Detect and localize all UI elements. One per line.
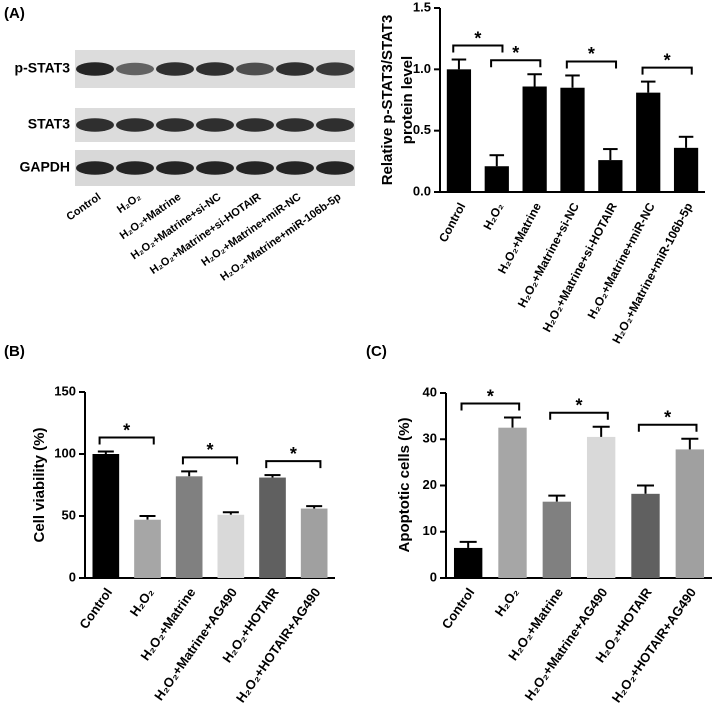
bar: [586, 436, 616, 578]
bar: [522, 86, 547, 192]
y-axis-title: Apoptotic cells (%): [396, 417, 413, 552]
blot-band: [76, 161, 114, 175]
blot-band: [116, 118, 154, 132]
y-tick-label: 150: [54, 383, 76, 398]
blot-row-label: STAT3: [28, 116, 70, 132]
bar: [675, 449, 705, 578]
y-tick-label: 100: [54, 445, 76, 460]
y-axis-title: protein level: [399, 56, 416, 144]
x-tick-label: H₂O₂+Matrine+si-HOTAIR: [540, 200, 620, 334]
y-tick-label: 1.5: [413, 0, 431, 14]
y-tick-label: 30: [423, 431, 437, 446]
blot-band: [316, 161, 354, 175]
y-tick-label: 10: [423, 523, 437, 538]
blot-band: [116, 62, 154, 76]
bar: [598, 160, 623, 192]
panel-label: (B): [4, 343, 25, 360]
significance-label: *: [123, 420, 130, 440]
y-tick-label: 0.0: [413, 183, 431, 198]
blot-band: [276, 118, 314, 132]
x-tick-label: H₂O₂+Matrine+miR-NC: [585, 200, 658, 321]
y-tick-label: 0: [69, 569, 76, 584]
bar: [134, 519, 161, 578]
bar: [631, 493, 660, 578]
x-tick-label: H₂O₂: [492, 585, 522, 619]
bar: [259, 477, 286, 578]
bar: [446, 69, 472, 192]
x-tick-label: H₂O₂+Matrine+AG490: [151, 585, 240, 703]
y-tick-label: 1.0: [413, 61, 431, 76]
x-tick-label: H₂O₂+Matrine+AG490: [521, 585, 610, 703]
significance-label: *: [588, 44, 595, 64]
blot-band: [276, 62, 314, 76]
x-tick-label: H₂O₂: [480, 200, 506, 232]
bar: [498, 427, 527, 578]
significance-label: *: [512, 43, 519, 63]
y-axis-title: Relative p-STAT3/STAT3: [379, 15, 396, 186]
significance-label: *: [664, 408, 671, 428]
blot-band: [116, 161, 154, 175]
y-tick-label: 20: [423, 477, 437, 492]
bar: [300, 508, 328, 578]
significance-bracket: [565, 60, 618, 69]
bar: [453, 547, 483, 578]
significance-bracket: [641, 66, 693, 75]
significance-label: *: [664, 50, 671, 70]
blot-band: [76, 62, 114, 76]
blot-band: [236, 161, 274, 175]
y-tick-label: 0.5: [413, 122, 431, 137]
x-tick-label: Control: [439, 585, 478, 631]
y-axis-title: Cell viability (%): [31, 427, 48, 542]
significance-bracket: [490, 59, 542, 68]
x-tick-label: H₂O₂: [127, 585, 157, 619]
significance-bracket: [181, 456, 239, 465]
blot-band: [316, 118, 354, 132]
significance-label: *: [290, 444, 297, 464]
significance-bracket: [460, 402, 521, 411]
blot-band: [236, 62, 274, 76]
blot-band: [196, 118, 234, 132]
x-tick-label: H₂O₂+HOTAIR+AG490: [233, 585, 323, 705]
significance-label: *: [487, 386, 494, 406]
blot-band: [276, 161, 314, 175]
significance-bracket: [98, 436, 155, 445]
blot-row-label: p-STAT3: [15, 60, 71, 76]
x-tick-label: Control: [76, 585, 115, 631]
bar: [175, 476, 203, 578]
y-tick-label: 0: [430, 569, 437, 584]
blot-band: [196, 62, 234, 76]
bar: [92, 454, 120, 578]
blot-band: [236, 118, 274, 132]
blot-band: [316, 62, 354, 76]
significance-bracket: [452, 44, 504, 53]
panel-label: (A): [4, 5, 25, 22]
y-tick-label: 40: [423, 384, 437, 399]
significance-label: *: [474, 28, 481, 48]
lane-label: H₂O₂: [115, 191, 143, 216]
western-blot: [75, 50, 355, 186]
blot-band: [156, 161, 194, 175]
bar: [673, 147, 699, 192]
significance-bracket: [549, 411, 609, 420]
bar: [636, 92, 661, 192]
panel-label: (C): [366, 343, 387, 360]
blot-band: [196, 161, 234, 175]
blot-band: [156, 62, 194, 76]
bar: [560, 87, 585, 192]
lane-label: Control: [64, 191, 103, 223]
significance-bracket: [265, 460, 322, 469]
y-tick-label: 50: [62, 507, 76, 522]
blot-band: [76, 118, 114, 132]
blot-band: [156, 118, 194, 132]
bar: [217, 514, 245, 578]
bar: [484, 166, 509, 192]
significance-label: *: [206, 440, 213, 460]
blot-row-label: GAPDH: [19, 159, 70, 175]
significance-bracket: [637, 423, 698, 432]
x-tick-label: H₂O₂+HOTAIR+AG490: [609, 585, 699, 705]
significance-label: *: [575, 396, 582, 416]
x-tick-label: Control: [436, 200, 468, 244]
bar: [542, 501, 572, 578]
